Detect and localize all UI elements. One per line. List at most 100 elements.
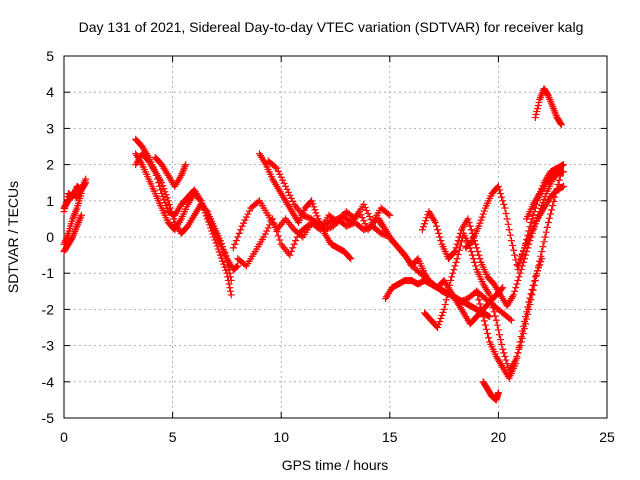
data-point <box>289 244 297 252</box>
data-point <box>467 226 475 234</box>
data-point <box>513 354 521 362</box>
data-point <box>555 176 563 184</box>
data-point <box>224 258 232 266</box>
data-point <box>163 205 171 213</box>
data-point <box>503 215 511 223</box>
data-point <box>60 208 68 216</box>
data-point <box>211 236 219 244</box>
data-point <box>560 182 568 190</box>
data-point <box>227 291 235 299</box>
data-point <box>548 206 556 214</box>
data-point <box>499 345 507 353</box>
data-point <box>516 338 524 346</box>
data-point <box>203 215 211 223</box>
data-point <box>292 237 300 245</box>
data-point <box>241 216 249 224</box>
data-point <box>532 111 540 119</box>
data-series-20 <box>514 182 568 270</box>
data-point <box>520 317 528 325</box>
data-point <box>245 207 253 215</box>
data-series-14 <box>418 168 563 310</box>
data-point <box>216 237 224 245</box>
data-point <box>443 291 451 299</box>
data-point <box>221 249 229 257</box>
data-point <box>68 234 76 242</box>
data-point <box>169 211 177 219</box>
data-point <box>201 209 209 217</box>
data-point <box>364 209 372 217</box>
data-point <box>216 251 224 259</box>
data-point <box>529 281 537 289</box>
data-point <box>488 299 496 307</box>
data-point <box>486 291 494 299</box>
data-point <box>476 219 484 227</box>
data-point <box>482 325 490 333</box>
chart-title: Day 131 of 2021, Sidereal Day-to-day VTE… <box>79 19 584 35</box>
data-point <box>225 280 233 288</box>
data-point <box>518 250 526 258</box>
data-point <box>519 322 527 330</box>
data-point <box>502 209 510 217</box>
data-point <box>495 186 503 194</box>
data-point <box>536 261 544 269</box>
data-point <box>541 193 549 201</box>
data-series-13 <box>381 276 494 321</box>
data-point <box>202 212 210 220</box>
data-point <box>232 263 240 271</box>
data-point <box>442 296 450 304</box>
data-point <box>273 164 281 172</box>
data-point <box>313 212 321 220</box>
data-point <box>486 313 494 321</box>
data-point <box>529 211 537 219</box>
data-point <box>197 197 205 205</box>
data-point <box>517 253 525 261</box>
x-tick-label: 15 <box>382 429 398 445</box>
y-tick-label: 5 <box>46 48 54 64</box>
data-point <box>531 273 539 281</box>
data-point <box>308 197 316 205</box>
data-point <box>221 263 229 271</box>
data-point <box>309 200 317 208</box>
y-tick-label: 3 <box>46 120 54 136</box>
data-point <box>533 267 541 275</box>
data-point <box>199 203 207 211</box>
data-point <box>472 262 480 270</box>
data-point <box>286 191 294 199</box>
data-point <box>533 108 541 116</box>
data-point <box>509 241 517 249</box>
data-point <box>77 190 85 198</box>
data-point <box>516 269 524 277</box>
data-point <box>360 217 368 225</box>
data-point <box>222 266 230 274</box>
data-point <box>549 202 557 210</box>
data-point <box>485 334 493 342</box>
data-point <box>170 215 178 223</box>
data-point <box>522 313 530 321</box>
axis-ticks: 0 5 10 15 20 25 -5 -4 -3 -2 -1 0 1 2 3 4 5 <box>42 48 615 445</box>
x-tick-label: 10 <box>273 429 289 445</box>
data-point <box>479 210 487 218</box>
data-point <box>517 333 525 341</box>
data-point <box>423 214 431 222</box>
data-point <box>474 292 482 300</box>
data-point <box>543 223 551 231</box>
data-point <box>347 255 355 263</box>
data-point <box>196 196 204 204</box>
data-point <box>62 199 70 207</box>
data-point <box>465 219 473 227</box>
data-point <box>219 257 227 265</box>
data-point <box>557 121 565 129</box>
data-point <box>455 233 463 241</box>
data-point <box>437 237 445 245</box>
y-tick-label: -5 <box>42 410 55 426</box>
data-point <box>363 206 371 214</box>
data-point <box>418 226 426 234</box>
x-tick-label: 5 <box>169 429 177 445</box>
data-point <box>501 352 509 360</box>
data-point <box>475 296 483 304</box>
data-point <box>282 182 290 190</box>
data-point <box>480 317 488 325</box>
data-point <box>527 290 535 298</box>
data-point <box>277 173 285 181</box>
data-point <box>271 163 279 171</box>
